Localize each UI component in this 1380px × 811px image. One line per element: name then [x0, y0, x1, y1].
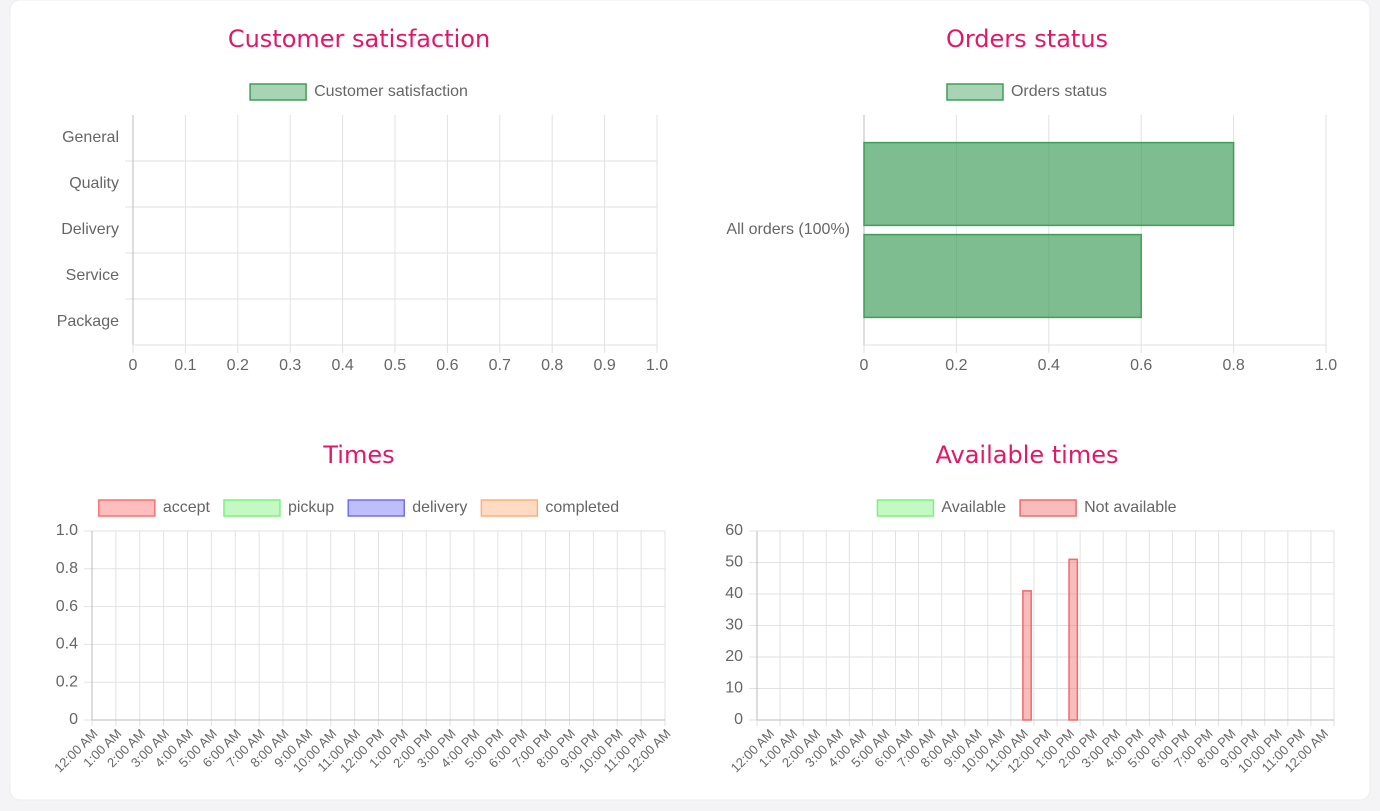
y-tick-label: 1.0 [56, 522, 78, 539]
x-tick-label: 0.5 [384, 357, 406, 374]
chart-title: Customer satisfaction [228, 25, 490, 53]
x-tick-label: 0.9 [593, 357, 615, 374]
y-tick-label: 60 [725, 522, 743, 539]
y-tick-label: 0.2 [56, 673, 78, 690]
legend-label: Not available [1084, 499, 1177, 516]
x-tick-label: 0 [129, 357, 138, 374]
x-tick-label: 0.4 [1038, 357, 1060, 374]
x-tick-label: 1.0 [1315, 357, 1337, 374]
legend-label: completed [545, 499, 619, 516]
x-tick-label: 0.6 [436, 357, 458, 374]
legend-swatch [1019, 499, 1077, 517]
y-tick-label: 0.6 [56, 598, 78, 615]
x-tick-label: 0.8 [541, 357, 563, 374]
y-tick-label: 0 [734, 711, 743, 728]
legend-swatch [347, 499, 405, 517]
legend-label: Orders status [1011, 83, 1107, 100]
x-tick-label: 0.3 [279, 357, 301, 374]
y-tick-label: 0.8 [56, 560, 78, 577]
x-tick-label: 0.2 [945, 357, 967, 374]
x-tick-label: 0.6 [1130, 357, 1152, 374]
chart-title: Orders status [946, 25, 1108, 53]
bar [863, 141, 1235, 227]
bar [863, 233, 1142, 319]
y-tick-label: 30 [725, 617, 743, 634]
x-tick-label: 0.7 [489, 357, 511, 374]
chart-title: Available times [936, 441, 1119, 469]
legend-label: Customer satisfaction [314, 83, 468, 100]
bar [1068, 558, 1079, 721]
y-tick-label: General [62, 129, 119, 146]
legend-swatch [98, 499, 156, 517]
y-tick-label: All orders (100%) [726, 221, 850, 238]
y-tick-label: Package [57, 313, 119, 330]
legend-label: pickup [288, 499, 334, 516]
x-tick-label: 0.4 [331, 357, 353, 374]
legend-label: delivery [412, 499, 467, 516]
legend-swatch [480, 499, 539, 517]
y-tick-label: 0 [69, 711, 78, 728]
legend-label: accept [163, 499, 211, 516]
x-tick-label: 0.2 [227, 357, 249, 374]
legend-swatch [223, 499, 281, 517]
y-tick-label: 20 [725, 648, 743, 665]
y-tick-label: Delivery [61, 221, 119, 238]
legend-swatch [946, 83, 1004, 101]
y-tick-label: 50 [725, 554, 743, 571]
y-tick-label: 40 [725, 585, 743, 602]
legend-swatch [876, 499, 935, 517]
x-tick-label: 0.1 [174, 357, 196, 374]
x-tick-label: 1.0 [646, 357, 668, 374]
chart-title: Times [322, 441, 394, 469]
y-tick-label: Service [66, 267, 119, 284]
y-tick-label: 10 [725, 680, 743, 697]
bar [1022, 590, 1032, 721]
y-tick-label: 0.4 [56, 636, 78, 653]
x-tick-label: 0.8 [1222, 357, 1244, 374]
legend-label: Available [941, 499, 1006, 516]
x-tick-label: 0 [860, 357, 869, 374]
card [9, 0, 1371, 801]
legend-swatch [249, 83, 307, 101]
y-tick-label: Quality [69, 175, 119, 192]
